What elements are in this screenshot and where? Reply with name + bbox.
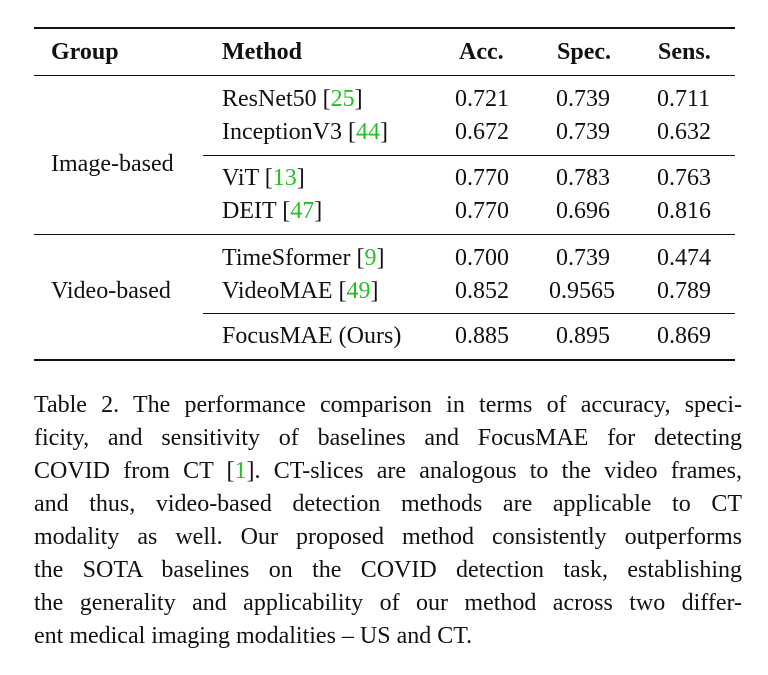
- sens-cell: 0.816: [657, 198, 711, 224]
- header-sens: Sens.: [658, 39, 711, 65]
- table-caption: Table 2. The performance comparison in t…: [34, 389, 742, 653]
- spec-cell: 0.739: [556, 86, 610, 112]
- sens-cell: 0.789: [657, 278, 711, 304]
- method-cell: TimeSformer [9]: [222, 245, 385, 271]
- citation-link[interactable]: 49: [346, 278, 371, 304]
- sens-cell: 0.763: [657, 165, 711, 191]
- spec-cell: 0.895: [556, 323, 610, 349]
- citation-link[interactable]: 9: [364, 245, 377, 271]
- spec-cell: 0.739: [556, 119, 610, 145]
- method-cell: ViT [13]: [222, 165, 305, 191]
- header-acc: Acc.: [459, 39, 504, 65]
- header-method: Method: [222, 39, 302, 65]
- caption-line: and thus, video-based detection methods …: [34, 491, 742, 517]
- header-group: Group: [51, 39, 119, 65]
- citation-link[interactable]: 44: [355, 119, 380, 145]
- sens-cell: 0.711: [657, 86, 711, 112]
- caption-line: COVID from CT [1]. CT-slices are analogo…: [34, 458, 743, 484]
- caption-line: the generality and applicability of our …: [34, 590, 742, 616]
- group-separator-rule: [34, 234, 735, 235]
- acc-cell: 0.885: [455, 323, 509, 349]
- video-subgroup-rule: [203, 313, 735, 314]
- header-rule: [34, 75, 735, 76]
- citation-link[interactable]: 47: [290, 198, 315, 224]
- citation-link[interactable]: 1: [234, 458, 247, 484]
- spec-cell: 0.783: [556, 165, 610, 191]
- group-label-image: Image-based: [51, 151, 174, 177]
- table-top-rule: [34, 27, 735, 29]
- citation-link[interactable]: 25: [330, 86, 355, 112]
- spec-cell: 0.9565: [549, 278, 615, 304]
- method-cell: FocusMAE (Ours): [222, 323, 402, 349]
- acc-cell: 0.721: [455, 86, 509, 112]
- table-bottom-rule: [34, 359, 735, 361]
- sens-cell: 0.632: [657, 119, 711, 145]
- caption-line: ficity, and sensitivity of baselines and…: [34, 425, 742, 451]
- acc-cell: 0.700: [455, 245, 509, 271]
- header-spec: Spec.: [557, 39, 611, 65]
- method-cell: InceptionV3 [44]: [222, 119, 388, 145]
- acc-cell: 0.770: [455, 198, 509, 224]
- sens-cell: 0.869: [657, 323, 711, 349]
- spec-cell: 0.739: [556, 245, 610, 271]
- citation-link[interactable]: 13: [272, 165, 297, 191]
- method-cell: DEIT [47]: [222, 198, 323, 224]
- acc-cell: 0.770: [455, 165, 509, 191]
- group-label-video: Video-based: [51, 278, 171, 304]
- caption-line: ent medical imaging modalities – US and …: [34, 623, 473, 649]
- acc-cell: 0.672: [455, 119, 509, 145]
- caption-line: modality as well. Our proposed method co…: [34, 524, 742, 550]
- sens-cell: 0.474: [657, 245, 711, 271]
- method-cell: ResNet50 [25]: [222, 86, 363, 112]
- spec-cell: 0.696: [556, 198, 610, 224]
- caption-line: the SOTA baselines on the COVID detectio…: [34, 557, 742, 583]
- image-subgroup-rule: [203, 155, 735, 156]
- acc-cell: 0.852: [455, 278, 509, 304]
- caption-line: Table 2. The performance comparison in t…: [34, 392, 742, 418]
- method-cell: VideoMAE [49]: [222, 278, 379, 304]
